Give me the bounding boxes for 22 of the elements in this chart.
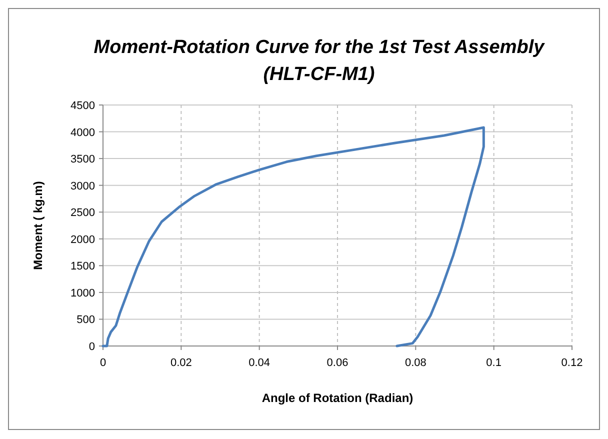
x-tick-label: 0.04 (248, 357, 270, 369)
chart-subtitle: (HLT-CF-M1) (263, 64, 375, 85)
y-tick-label: 1500 (70, 260, 95, 273)
y-tick-label: 0 (88, 341, 95, 353)
y-tick-label: 1000 (70, 287, 95, 300)
x-tick-label: 0 (100, 357, 106, 369)
y-tick-label: 2500 (70, 207, 95, 220)
y-tick-label: 4000 (70, 126, 95, 139)
y-tick-label: 3500 (70, 154, 95, 166)
x-tick-label: 0.1 (486, 357, 502, 369)
y-tick-label: 3000 (70, 180, 95, 192)
y-axis-title: Moment ( kg.m) (31, 181, 45, 270)
x-tick-label: 0.08 (404, 357, 426, 369)
x-tick-label: 0.02 (170, 357, 192, 369)
y-tick-label: 500 (76, 314, 95, 326)
y-tick-label: 4500 (70, 100, 95, 112)
x-tick-label: 0.06 (326, 357, 348, 369)
x-tick-label: 0.12 (561, 357, 583, 369)
chart-title: Moment-Rotation Curve for the 1st Test Assembly (94, 37, 546, 58)
line-series (102, 126, 485, 348)
x-axis-title: Angle of Rotation (Radian) (262, 391, 414, 405)
y-tick-label: 2000 (70, 234, 95, 246)
